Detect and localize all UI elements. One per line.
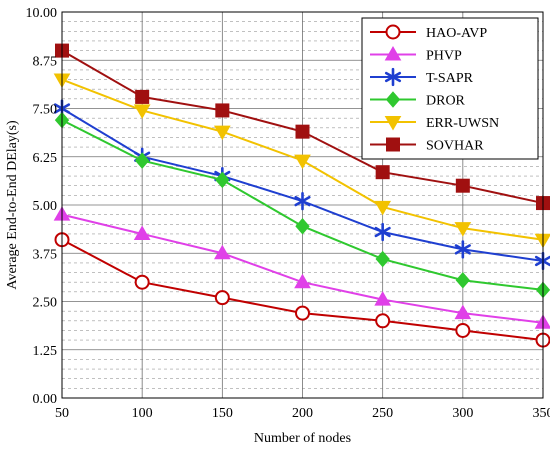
legend-label: ERR-UWSN bbox=[426, 116, 499, 131]
x-tick-label: 150 bbox=[212, 406, 233, 421]
y-axis-label: Average End-to-End DElay(s) bbox=[5, 120, 20, 290]
data-point bbox=[376, 314, 389, 327]
y-tick-label: 3.75 bbox=[33, 247, 58, 262]
legend-label: DROR bbox=[426, 94, 466, 109]
y-tick-label: 7.50 bbox=[33, 103, 58, 118]
data-point bbox=[456, 273, 469, 288]
x-tick-label: 100 bbox=[132, 406, 153, 421]
y-tick-label: 8.75 bbox=[33, 54, 58, 69]
y-tick-label: 1.25 bbox=[33, 344, 58, 359]
data-point bbox=[376, 252, 389, 267]
legend-label: HAO-AVP bbox=[426, 26, 487, 41]
x-tick-label: 200 bbox=[292, 406, 313, 421]
data-point bbox=[296, 307, 309, 320]
x-axis-label: Number of nodes bbox=[254, 431, 351, 446]
data-point bbox=[296, 125, 309, 138]
data-point bbox=[376, 166, 389, 179]
data-point bbox=[296, 219, 309, 234]
data-point bbox=[136, 90, 149, 103]
data-point bbox=[216, 291, 229, 304]
legend-marker bbox=[387, 138, 400, 151]
y-tick-label: 10.00 bbox=[26, 6, 58, 21]
x-tick-label: 300 bbox=[452, 406, 473, 421]
y-tick-label: 6.25 bbox=[33, 151, 58, 166]
legend-marker bbox=[387, 26, 400, 39]
legend-item: SOVHAR bbox=[370, 138, 484, 154]
x-tick-label: 50 bbox=[55, 406, 69, 421]
y-tick-label: 0.00 bbox=[33, 392, 58, 407]
x-tick-label: 250 bbox=[372, 406, 393, 421]
legend-label: T-SAPR bbox=[426, 71, 474, 86]
legend: HAO-AVP PHVP T-SAPR DROR ERR-UWSN SOVHAR bbox=[362, 18, 538, 159]
data-point bbox=[136, 276, 149, 289]
data-point bbox=[456, 324, 469, 337]
data-point bbox=[296, 193, 310, 209]
y-tick-label: 5.00 bbox=[33, 199, 58, 214]
x-tick-label: 350 bbox=[533, 406, 550, 421]
legend-label: PHVP bbox=[426, 49, 462, 64]
data-point bbox=[216, 104, 229, 117]
data-point bbox=[456, 179, 469, 192]
legend-label: SOVHAR bbox=[426, 139, 484, 154]
y-tick-label: 2.50 bbox=[33, 296, 58, 311]
data-point bbox=[376, 224, 390, 240]
